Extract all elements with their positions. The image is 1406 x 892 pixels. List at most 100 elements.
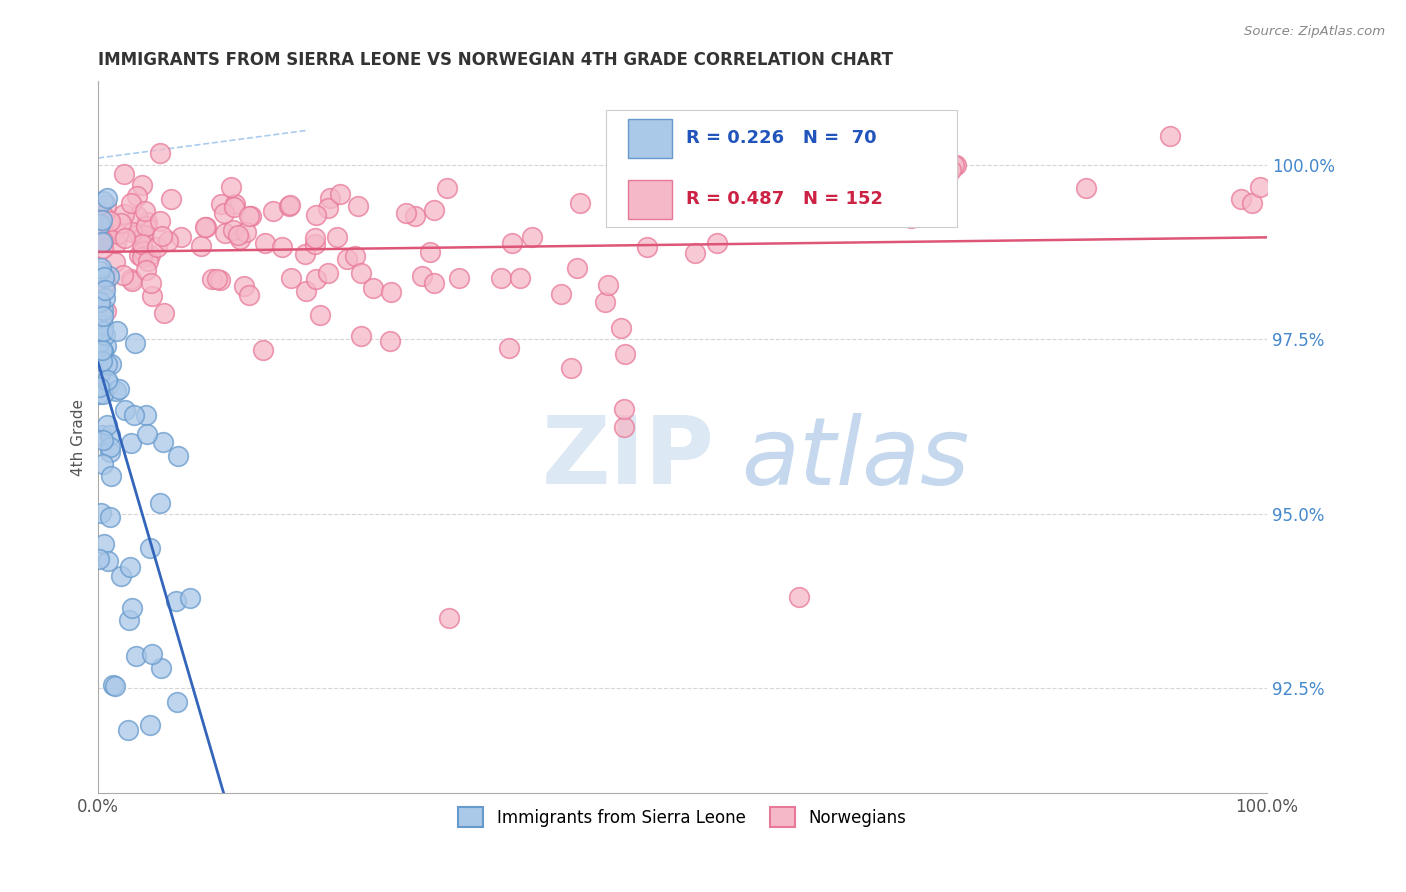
Point (873, 192, 896, 206)
Point (90, 506, 112, 520)
Point (1074, 180, 1097, 194)
Point (610, 321, 633, 335)
Point (278, 199, 301, 213)
Point (131, 236, 153, 251)
Point (114, 402, 136, 417)
Point (316, 267, 339, 281)
Point (132, 228, 155, 243)
Point (93, 269, 115, 284)
Point (1249, 180, 1271, 194)
Point (304, 236, 326, 251)
Point (104, 384, 127, 398)
FancyBboxPatch shape (627, 119, 672, 158)
Point (419, 244, 441, 259)
Point (945, 158, 967, 172)
Point (120, 559, 142, 574)
Point (900, 211, 922, 226)
Point (166, 695, 188, 709)
Point (304, 231, 326, 245)
Point (404, 210, 426, 224)
Point (943, 158, 966, 172)
Point (112, 206, 135, 220)
Point (96, 373, 118, 387)
Point (100, 469, 122, 483)
Point (159, 193, 181, 207)
Point (235, 225, 257, 239)
Point (350, 266, 373, 280)
Point (152, 435, 174, 450)
Point (194, 220, 217, 235)
Point (209, 197, 232, 211)
Point (613, 420, 636, 434)
Point (141, 288, 163, 302)
Point (94, 198, 117, 212)
Point (125, 189, 148, 203)
Point (1241, 195, 1264, 210)
Point (205, 272, 228, 286)
Point (520, 230, 543, 244)
Point (865, 193, 887, 207)
Point (96, 191, 118, 205)
Point (125, 209, 148, 223)
Point (87, 552, 110, 566)
Point (295, 284, 318, 298)
Point (105, 325, 128, 339)
Point (509, 271, 531, 285)
Point (449, 271, 471, 285)
Point (1229, 192, 1251, 206)
Point (91, 235, 114, 249)
Point (149, 146, 172, 161)
Point (98, 428, 121, 442)
Point (560, 360, 582, 375)
Point (90, 213, 112, 227)
Point (613, 402, 636, 417)
Point (114, 230, 136, 244)
Point (87, 387, 110, 401)
Point (108, 383, 131, 397)
Point (89, 217, 111, 231)
Point (939, 163, 962, 178)
Point (262, 203, 284, 218)
Point (104, 236, 127, 251)
Point (157, 234, 180, 248)
Point (90, 261, 112, 276)
Point (134, 203, 156, 218)
Point (1159, 128, 1181, 143)
Point (117, 613, 139, 627)
Point (93, 303, 115, 318)
Point (550, 286, 572, 301)
Point (149, 661, 172, 675)
Point (436, 181, 458, 195)
Point (97, 217, 120, 231)
Point (149, 496, 172, 510)
Y-axis label: 4th Grade: 4th Grade (72, 399, 86, 475)
Point (343, 249, 366, 263)
Point (136, 427, 159, 442)
Point (139, 541, 162, 556)
Point (121, 601, 143, 615)
Point (93, 386, 115, 401)
Point (219, 179, 242, 194)
Point (124, 336, 146, 351)
Point (93, 537, 115, 551)
Point (437, 611, 460, 625)
Point (232, 278, 254, 293)
Point (706, 235, 728, 250)
Point (169, 230, 191, 244)
Point (112, 167, 135, 181)
Point (208, 273, 231, 287)
Point (131, 250, 153, 264)
Point (565, 260, 588, 275)
Point (222, 200, 245, 214)
Point (326, 229, 349, 244)
Point (596, 277, 619, 292)
Point (91, 241, 114, 255)
Point (135, 408, 157, 422)
Point (117, 723, 139, 738)
Point (224, 196, 246, 211)
Point (94, 304, 117, 318)
Point (103, 680, 125, 694)
Point (104, 255, 127, 269)
Point (91, 318, 114, 333)
Point (350, 329, 373, 343)
